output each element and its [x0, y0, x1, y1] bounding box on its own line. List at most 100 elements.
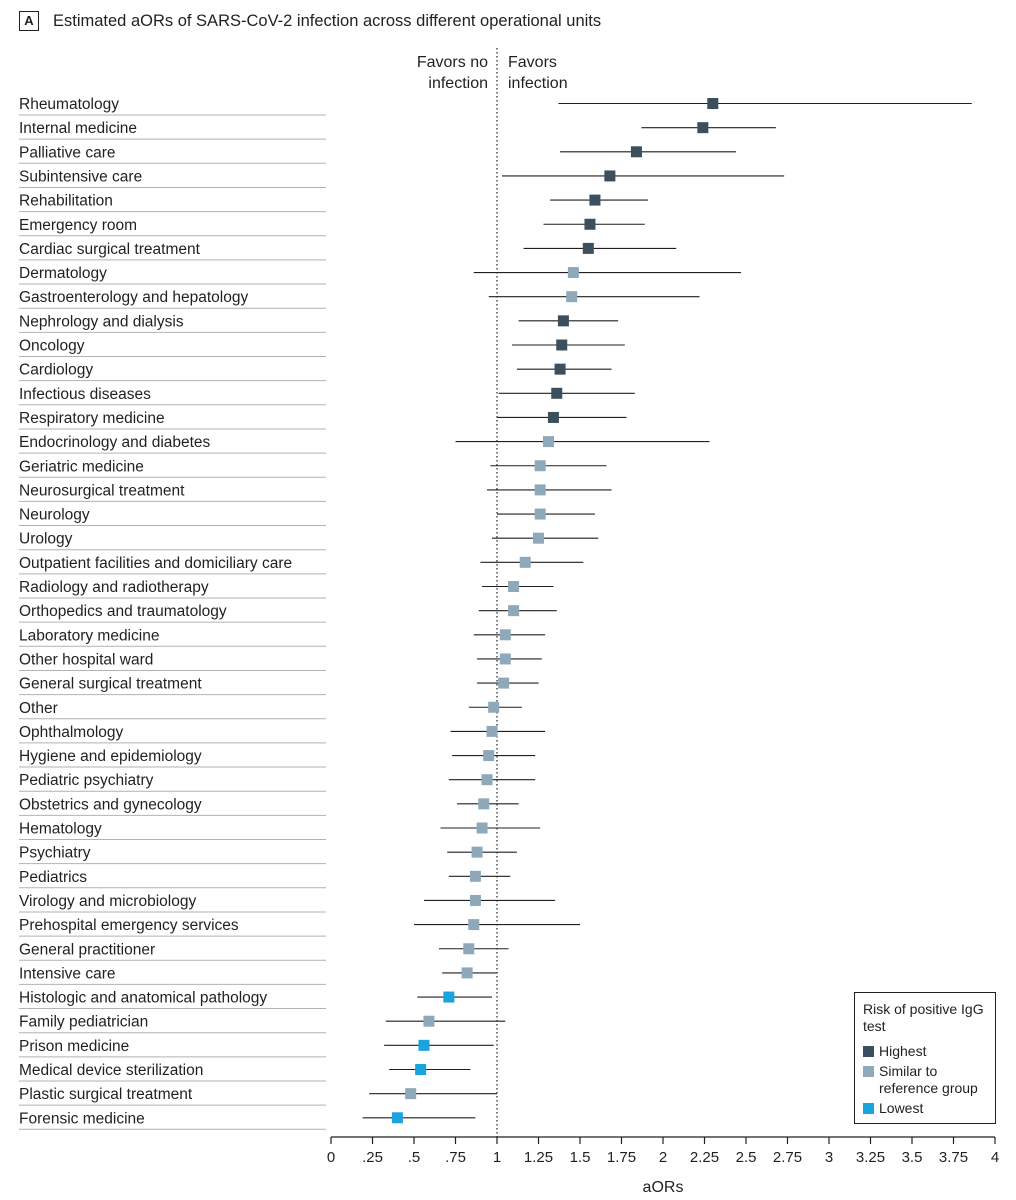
annotation-favors-no-infection: Favors no	[417, 54, 488, 71]
row-label: Plastic surgical treatment	[19, 1086, 193, 1103]
row-label: Radiology and radiotherapy	[19, 579, 209, 596]
legend-item-lowest: Lowest	[863, 1100, 994, 1117]
x-tick-label: .75	[445, 1149, 466, 1166]
x-tick-label: 2.75	[773, 1149, 802, 1166]
point-estimate	[547, 411, 559, 423]
row-label: Virology and microbiology	[19, 893, 196, 910]
row-label: Infectious diseases	[19, 386, 151, 403]
row-label: Palliative care	[19, 144, 116, 161]
point-estimate	[461, 967, 473, 979]
row-label: Obstetrics and gynecology	[19, 796, 202, 813]
row-label: Medical device sterilization	[19, 1062, 203, 1079]
point-estimate	[533, 532, 544, 544]
point-estimate	[391, 1112, 403, 1124]
point-estimate	[707, 98, 719, 109]
row-label: Forensic medicine	[19, 1110, 145, 1127]
x-tick-label: 1.25	[524, 1149, 553, 1166]
row-label: Hygiene and epidemiology	[19, 748, 202, 765]
legend-swatch-highest	[863, 1046, 874, 1057]
row-label: Other hospital ward	[19, 651, 153, 668]
legend-title: Risk of positive IgG test	[863, 1001, 984, 1034]
legend-label-similar: Similar to reference group	[879, 1063, 978, 1096]
annotation-favors-no-infection: infection	[428, 75, 488, 92]
annotation-favors-infection: infection	[508, 75, 568, 92]
row-label: Endocrinology and diabetes	[19, 434, 211, 451]
row-label: Other	[19, 700, 58, 717]
row-label: Prison medicine	[19, 1038, 129, 1055]
legend: Risk of positive IgG test Highest Simila…	[854, 992, 996, 1124]
row-label: Orthopedics and traumatology	[19, 603, 227, 620]
row-label: Psychiatry	[19, 845, 91, 862]
point-estimate	[534, 460, 546, 472]
point-estimate	[498, 677, 510, 689]
row-label: Cardiology	[19, 362, 93, 379]
point-estimate	[534, 508, 546, 520]
row-label: Subintensive care	[19, 168, 142, 185]
point-estimate	[468, 919, 480, 931]
point-estimate	[469, 870, 481, 882]
point-estimate	[697, 122, 709, 134]
point-estimate	[551, 387, 563, 399]
point-estimate	[418, 1039, 430, 1051]
row-label: Neurosurgical treatment	[19, 482, 185, 499]
row-label: Respiratory medicine	[19, 410, 165, 427]
x-tick-label: 2.25	[690, 1149, 719, 1166]
row-label: General practitioner	[19, 941, 155, 958]
point-estimate	[499, 653, 511, 665]
row-label: Pediatrics	[19, 869, 87, 886]
point-estimate	[481, 774, 493, 786]
point-estimate	[471, 846, 483, 858]
point-estimate	[478, 798, 490, 810]
row-label: Intensive care	[19, 965, 116, 982]
panel-label: A	[19, 11, 39, 31]
x-tick-label: 3	[825, 1149, 833, 1166]
row-label: Ophthalmology	[19, 724, 124, 741]
row-label: Laboratory medicine	[19, 627, 159, 644]
legend-swatch-similar	[863, 1066, 874, 1077]
x-tick-label: 2.5	[736, 1149, 757, 1166]
point-estimate	[423, 1015, 435, 1027]
annotation-favors-infection: Favors	[508, 54, 557, 71]
row-label: Family pediatrician	[19, 1014, 148, 1031]
point-estimate	[499, 629, 511, 641]
legend-label-highest: Highest	[879, 1043, 927, 1059]
point-estimate	[488, 701, 500, 713]
x-tick-label: 2	[659, 1149, 667, 1166]
x-tick-label: .25	[362, 1149, 383, 1166]
point-estimate	[584, 218, 596, 230]
row-label: Nephrology and dialysis	[19, 313, 184, 330]
point-estimate	[486, 725, 498, 737]
point-estimate	[630, 146, 642, 158]
row-label: Hematology	[19, 821, 102, 838]
row-label: General surgical treatment	[19, 676, 202, 693]
row-label: Rheumatology	[19, 96, 119, 113]
legend-swatch-lowest	[863, 1103, 874, 1114]
point-estimate	[508, 605, 520, 617]
row-label: Internal medicine	[19, 120, 137, 137]
point-estimate	[582, 242, 594, 254]
x-tick-label: 3.5	[902, 1149, 923, 1166]
point-estimate	[589, 194, 601, 206]
point-estimate	[534, 484, 546, 496]
panel-title: Estimated aORs of SARS-CoV-2 infection a…	[53, 12, 602, 30]
row-label: Rehabilitation	[19, 193, 113, 210]
point-estimate	[604, 170, 616, 182]
row-label: Histologic and anatomical pathology	[19, 990, 267, 1007]
row-label: Outpatient facilities and domiciliary ca…	[19, 555, 292, 572]
row-label: Prehospital emergency services	[19, 917, 239, 934]
point-estimate	[567, 267, 579, 279]
x-tick-label: 3.75	[939, 1149, 968, 1166]
x-tick-label: 3.25	[856, 1149, 885, 1166]
row-label: Pediatric psychiatry	[19, 772, 154, 789]
row-label: Neurology	[19, 507, 90, 524]
point-estimate	[443, 991, 455, 1003]
x-tick-label: 1	[493, 1149, 501, 1166]
legend-item-highest: Highest	[863, 1043, 994, 1060]
x-tick-label: 1.5	[570, 1149, 591, 1166]
point-estimate	[483, 750, 495, 762]
row-label: Oncology	[19, 338, 85, 355]
row-label: Geriatric medicine	[19, 458, 144, 475]
row-label: Cardiac surgical treatment	[19, 241, 201, 258]
point-estimate	[476, 822, 488, 834]
